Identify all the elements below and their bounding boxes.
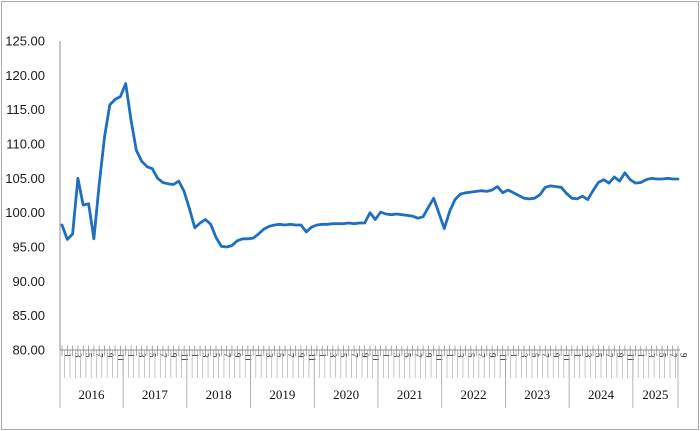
y-axis-tick-label: 120.00 [5, 68, 45, 83]
y-axis-tick-label: 85.00 [12, 308, 45, 323]
data-series-line [60, 82, 680, 249]
y-axis: 125.00 120.00 115.00 110.00 105.00 100.00 95.0… [5, 34, 61, 358]
x-axis: 1357911201613579112017135791120181357911… [59, 345, 689, 408]
year-label: 2023 [524, 387, 550, 402]
month-tick-label: 11 [179, 353, 189, 362]
month-tick-label: 11 [498, 353, 508, 362]
month-tick-label: 9 [679, 353, 689, 358]
year-label: 2018 [206, 387, 232, 402]
year-label: 2025 [642, 387, 668, 402]
y-axis-tick-label: 125.00 [5, 34, 45, 49]
month-tick-label: 11 [562, 353, 572, 362]
y-axis-tick-label: 105.00 [5, 171, 45, 186]
y-axis-tick-label: 90.00 [12, 274, 45, 289]
month-tick-label: 11 [625, 353, 635, 362]
year-label: 2024 [588, 387, 615, 402]
month-tick-label: 11 [434, 353, 444, 362]
year-label: 2020 [333, 387, 359, 402]
y-axis-tick-label: 115.00 [6, 102, 45, 117]
year-label: 2016 [79, 387, 106, 402]
y-axis-tick-label: 110.00 [6, 137, 45, 152]
y-axis-tick-label: 95.00 [12, 240, 45, 255]
year-label: 2017 [142, 387, 169, 402]
month-tick-label: 11 [307, 353, 317, 362]
year-label: 2019 [269, 387, 295, 402]
month-tick-label: 11 [243, 353, 253, 362]
data-series [60, 82, 680, 249]
month-tick-label: 11 [371, 353, 381, 362]
year-label: 2021 [397, 387, 423, 402]
y-axis-tick-label: 80.00 [12, 343, 45, 358]
year-label: 2022 [461, 387, 487, 402]
y-axis-tick-label: 100.00 [5, 205, 45, 220]
month-tick-label: 11 [116, 353, 126, 362]
